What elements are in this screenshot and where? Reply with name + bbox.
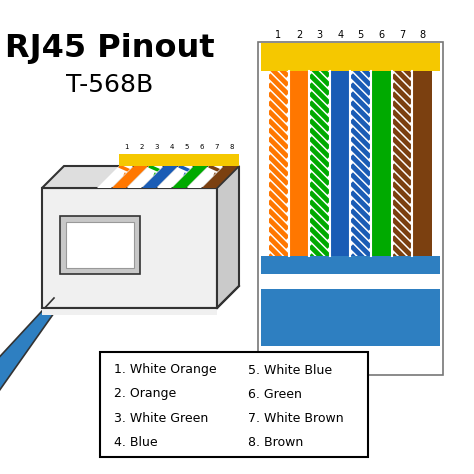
Text: 4. Blue: 4. Blue: [114, 436, 158, 448]
Text: 1: 1: [275, 30, 282, 40]
Bar: [66, 222, 134, 268]
Text: 7: 7: [214, 144, 219, 150]
Bar: [289, 71, 309, 256]
Bar: [261, 43, 440, 71]
Text: 5: 5: [184, 144, 189, 150]
Text: 6: 6: [199, 144, 204, 150]
Polygon shape: [187, 166, 223, 188]
Text: 3. White Green: 3. White Green: [114, 411, 208, 425]
Bar: [100, 352, 368, 457]
Polygon shape: [97, 166, 133, 188]
Text: 2: 2: [296, 30, 302, 40]
Bar: [331, 71, 350, 256]
Polygon shape: [0, 298, 54, 418]
Text: 3: 3: [317, 30, 323, 40]
Text: 1. White Orange: 1. White Orange: [114, 364, 217, 376]
Polygon shape: [157, 166, 193, 188]
Text: T-568B: T-568B: [66, 73, 154, 97]
Text: RJ45 Pinout: RJ45 Pinout: [5, 33, 215, 64]
Polygon shape: [202, 166, 238, 188]
Text: 5: 5: [358, 30, 364, 40]
Polygon shape: [112, 166, 148, 188]
Bar: [42, 307, 217, 315]
Text: 2. Orange: 2. Orange: [114, 388, 176, 401]
Polygon shape: [119, 154, 239, 166]
Bar: [258, 42, 443, 375]
Bar: [60, 216, 140, 274]
Polygon shape: [127, 166, 163, 188]
Text: 6. Green: 6. Green: [248, 388, 302, 401]
Text: 3: 3: [154, 144, 159, 150]
Bar: [269, 71, 288, 256]
Bar: [351, 71, 370, 256]
Text: 7. White Brown: 7. White Brown: [248, 411, 344, 425]
Text: 8. Brown: 8. Brown: [248, 436, 303, 448]
Polygon shape: [217, 166, 239, 308]
Bar: [413, 71, 432, 256]
Bar: [372, 71, 391, 256]
Text: 6: 6: [378, 30, 384, 40]
Text: 1: 1: [124, 144, 129, 150]
Bar: [42, 308, 217, 313]
Bar: [261, 289, 440, 346]
Text: 7: 7: [399, 30, 405, 40]
Bar: [259, 274, 442, 289]
Text: 4: 4: [169, 144, 173, 150]
Polygon shape: [142, 166, 178, 188]
Bar: [310, 71, 329, 256]
Text: 2: 2: [139, 144, 144, 150]
Text: 5. White Blue: 5. White Blue: [248, 364, 332, 376]
Polygon shape: [172, 166, 208, 188]
Text: 8: 8: [229, 144, 234, 150]
Bar: [261, 256, 440, 274]
Text: 4: 4: [337, 30, 343, 40]
Polygon shape: [42, 166, 239, 188]
Bar: [42, 188, 217, 308]
Text: 8: 8: [419, 30, 426, 40]
Bar: [392, 71, 411, 256]
